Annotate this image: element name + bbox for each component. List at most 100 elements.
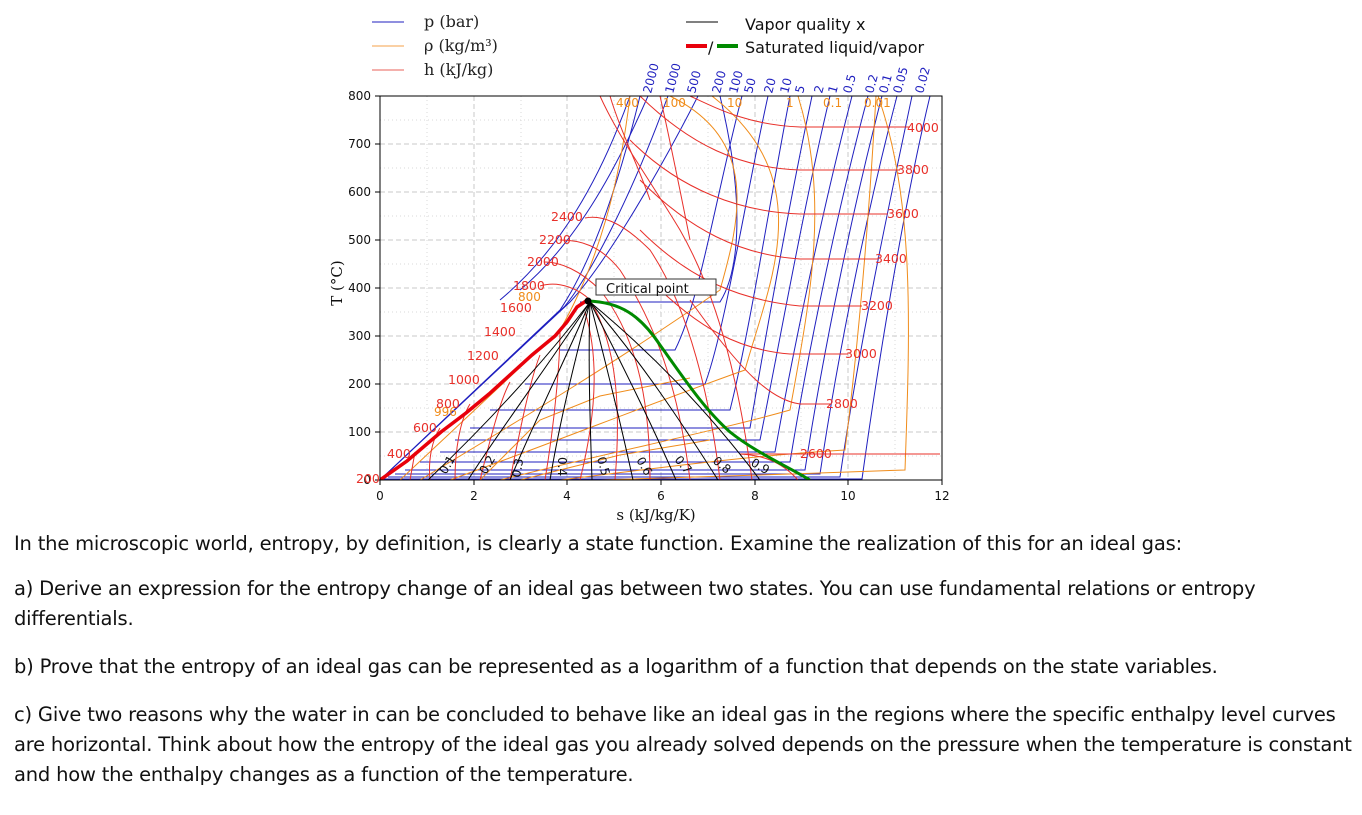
svg-text:0.1: 0.1 [823,96,842,110]
svg-text:1000: 1000 [448,372,480,387]
svg-text:1200: 1200 [467,348,499,363]
svg-text:0: 0 [376,489,384,503]
svg-text:3600: 3600 [887,206,919,221]
question-b-text: b) Prove that the entropy of an ideal ga… [14,655,1218,678]
svg-text:12: 12 [934,489,949,503]
svg-text:400: 400 [387,446,411,461]
question-a: a) Derive an expression for the entropy … [14,574,1354,634]
svg-text:400: 400 [616,96,639,110]
svg-text:0.3: 0.3 [509,457,526,478]
svg-text:4000: 4000 [907,120,939,135]
svg-text:0.1: 0.1 [876,73,894,95]
svg-text:10: 10 [727,96,742,110]
svg-text:0.05: 0.05 [890,65,910,94]
legend-enthalpy-label: h (kJ/kg) [424,60,493,79]
svg-text:0.02: 0.02 [912,65,932,94]
isochore-labels: 400 100 10 1 0.1 0.01 800 996 [434,96,891,419]
svg-text:1600: 1600 [500,300,532,315]
svg-text:0.01: 0.01 [864,96,891,110]
svg-text:200: 200 [356,471,380,486]
ts-diagram: p (bar) ρ (kg/m³) h (kJ/kg) Vapor qualit… [328,12,950,524]
svg-text:2000: 2000 [640,62,661,95]
svg-text:8: 8 [751,489,759,503]
y-ticks [375,95,380,481]
svg-text:800: 800 [348,89,371,103]
svg-text:2: 2 [470,489,478,503]
svg-text:1: 1 [786,96,794,110]
svg-text:2800: 2800 [826,396,858,411]
isenthalp-labels: 200 400 600 800 1000 1200 1400 1600 1800… [356,120,939,486]
question-c: c) Give two reasons why the water in can… [14,700,1354,790]
svg-text:50: 50 [741,76,758,94]
quality-labels: 0.1 0.2 0.3 0.4 0.5 0.6 0.7 0.8 0.9 [436,453,772,479]
intro-text: In the microscopic world, entropy, by de… [14,532,1182,555]
svg-text:0: 0 [363,473,371,487]
svg-text:20: 20 [761,76,778,94]
svg-text:1400: 1400 [484,324,516,339]
svg-text:1800: 1800 [513,278,545,293]
problem-intro: In the microscopic world, entropy, by de… [14,529,1354,559]
svg-text:3800: 3800 [897,162,929,177]
isochores [399,96,909,480]
question-c-text: c) Give two reasons why the water in can… [14,703,1352,786]
svg-text:4: 4 [563,489,571,503]
y-axis: 800 700 600 500 400 300 200 100 0 [348,89,371,487]
svg-text:800: 800 [436,396,460,411]
critical-point-marker [584,297,592,305]
svg-text:200: 200 [709,69,728,95]
svg-text:0.5: 0.5 [840,73,858,95]
svg-text:0.7: 0.7 [672,453,695,477]
svg-text:200: 200 [348,377,371,391]
svg-text:2000: 2000 [527,254,559,269]
svg-text:2: 2 [811,84,827,95]
x-ticks [379,480,943,485]
svg-text:10: 10 [840,489,855,503]
y-axis-label: T (°C) [328,260,346,305]
legend: p (bar) ρ (kg/m³) h (kJ/kg) Vapor qualit… [372,12,925,79]
svg-text:2400: 2400 [551,209,583,224]
svg-text:6: 6 [657,489,665,503]
svg-text:3400: 3400 [875,251,907,266]
svg-text:5: 5 [792,84,808,95]
svg-text:3200: 3200 [861,298,893,313]
svg-text:10: 10 [777,76,794,94]
quality-lines [427,301,761,480]
svg-text:0.2: 0.2 [476,453,498,477]
svg-text:1000: 1000 [662,62,683,95]
svg-text:400: 400 [348,281,371,295]
legend-quality-label: Vapor quality x [745,15,865,34]
svg-text:0.2: 0.2 [862,73,880,95]
svg-text:100: 100 [726,69,745,95]
svg-text:300: 300 [348,329,371,343]
isobars [380,96,931,480]
x-axis: 0 2 4 6 8 10 12 [376,489,949,503]
legend-slash: / [708,38,714,57]
legend-pressure-label: p (bar) [424,12,479,31]
legend-density-label: ρ (kg/m³) [424,36,498,55]
svg-text:0.6: 0.6 [633,455,655,479]
svg-text:1: 1 [825,84,841,95]
question-b: b) Prove that the entropy of an ideal ga… [14,652,1354,682]
svg-text:996: 996 [434,405,457,419]
svg-text:800: 800 [518,290,541,304]
svg-text:2200: 2200 [539,232,571,247]
svg-text:100: 100 [348,425,371,439]
svg-text:500: 500 [348,233,371,247]
critical-point-annotation: Critical point [595,278,717,297]
svg-text:500: 500 [684,69,703,95]
svg-text:2600: 2600 [800,446,832,461]
x-axis-label: s (kJ/kg/K) [616,506,695,524]
svg-text:0.5: 0.5 [594,455,612,477]
svg-text:600: 600 [413,420,437,435]
saturated-vapor-curve [587,299,811,480]
isobar-labels: 2000 1000 500 200 100 50 20 10 5 2 1 0.5… [640,62,932,95]
svg-text:600: 600 [348,185,371,199]
svg-text:0.4: 0.4 [555,457,569,476]
svg-text:3000: 3000 [845,346,877,361]
question-a-text: a) Derive an expression for the entropy … [14,577,1256,630]
saturated-liquid-curve [380,299,587,480]
critical-point-label: Critical point [606,282,689,297]
legend-saturated-label: Saturated liquid/vapor [745,38,925,57]
svg-text:700: 700 [348,137,371,151]
svg-text:100: 100 [663,96,686,110]
